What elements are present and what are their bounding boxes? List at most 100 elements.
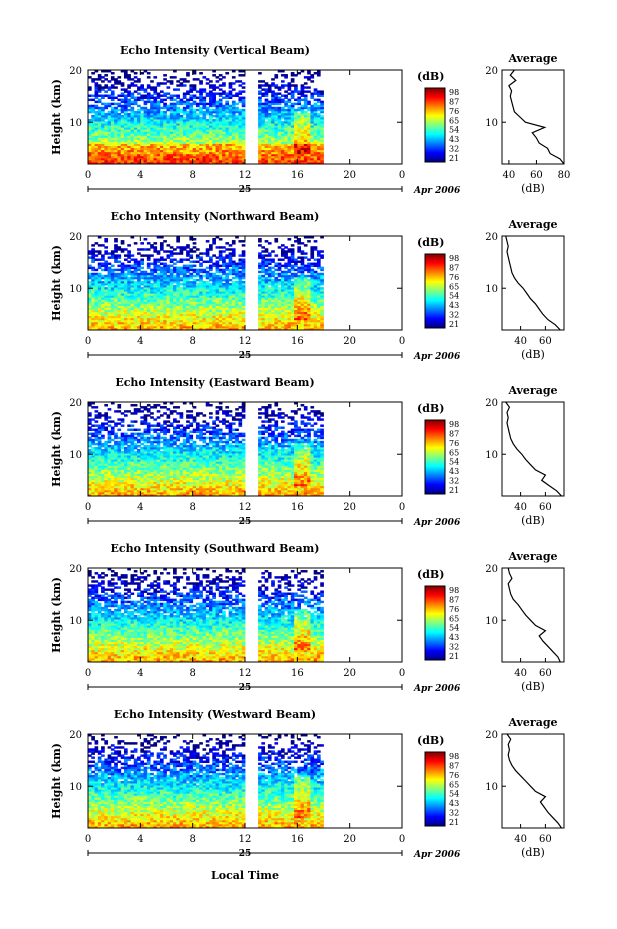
heatmap-cell [153, 127, 158, 130]
heatmap-cell [153, 268, 158, 272]
heatmap-cell [127, 161, 131, 165]
heatmap-cell [166, 307, 171, 310]
heatmap-cell [303, 327, 308, 331]
heatmap-cell [218, 125, 223, 128]
heatmap-cell [88, 110, 92, 114]
heatmap-cell [114, 238, 118, 241]
heatmap-cell [137, 311, 141, 315]
heatmap-cell [140, 108, 144, 112]
heatmap-cell [163, 297, 167, 300]
heatmap-cell [303, 311, 308, 315]
heatmap-cell [186, 246, 190, 249]
heatmap-cell [123, 311, 128, 315]
heatmap-cell [267, 311, 272, 315]
heatmap-cell [222, 309, 226, 313]
heatmap-cell [137, 127, 141, 130]
heatmap-cell [130, 141, 135, 144]
heatmap-cell [156, 108, 161, 112]
heatmap-cell [274, 114, 279, 118]
heatmap-cell [179, 327, 184, 331]
heatmap-cell [264, 248, 269, 251]
heatmap-cell [110, 161, 115, 165]
heatmap-cell [274, 317, 279, 321]
heatmap-cell [101, 291, 105, 294]
heatmap-cell [307, 125, 311, 128]
heatmap-cell [218, 149, 223, 153]
heatmap-cell [101, 297, 105, 300]
heatmap-cell [205, 159, 210, 163]
heatmap-cell [222, 137, 226, 140]
heatmap-cell [127, 321, 131, 325]
heatmap-cell [150, 325, 154, 329]
heatmap-cell [284, 96, 288, 100]
heatmap-cell [169, 323, 174, 327]
heatmap-cell [303, 133, 308, 136]
heatmap-cell [284, 266, 288, 270]
heatmap-cell [267, 86, 272, 89]
heatmap-cell [297, 287, 301, 290]
heatmap-cell [195, 112, 200, 116]
heatmap-cell [179, 121, 184, 124]
heatmap-cell [238, 262, 243, 266]
heatmap-cell [91, 285, 95, 288]
heatmap-cell [218, 92, 223, 95]
heatmap-cell [271, 319, 275, 323]
heatmap-cell [307, 153, 311, 157]
heatmap-cell [127, 121, 131, 124]
heatmap-cell [274, 84, 279, 87]
heatmap-cell [127, 133, 131, 136]
heatmap-cell [231, 137, 236, 140]
heatmap-cell [238, 305, 243, 308]
heatmap-cell [228, 119, 233, 122]
heatmap-cell [271, 309, 275, 313]
heatmap-cell [238, 240, 243, 243]
heatmap-cell [284, 149, 288, 153]
heatmap-cell [127, 325, 131, 329]
heatmap-cell [303, 280, 308, 284]
heatmap-cell [235, 131, 239, 134]
heatmap-cell [313, 72, 318, 75]
heatmap-cell [267, 276, 272, 280]
heatmap-cell [163, 157, 167, 161]
heatmap-cell [238, 285, 243, 288]
heatmap-cell [209, 258, 213, 261]
heatmap-cell [222, 258, 226, 261]
heatmap-cell [173, 276, 177, 280]
heatmap-cell [316, 295, 321, 298]
heatmap-cell [202, 303, 207, 306]
heatmap-cell [297, 274, 301, 278]
heatmap-cell [300, 117, 305, 120]
heatmap-cell [179, 153, 184, 157]
heatmap-cell [137, 272, 141, 276]
heatmap-cell [261, 325, 266, 329]
heatmap-cell [137, 303, 141, 306]
heatmap-cell [146, 327, 151, 331]
heatmap-cell [205, 125, 210, 128]
heatmap-cell [163, 153, 167, 157]
heatmap-cell [267, 145, 272, 149]
heatmap-cell [156, 327, 161, 331]
heatmap-cell [176, 94, 180, 97]
heatmap-cell [169, 129, 174, 132]
heatmap-cell [212, 119, 216, 122]
heatmap-cell [287, 276, 292, 280]
heatmap-cell [130, 117, 135, 120]
heatmap-cell [169, 291, 174, 294]
heatmap-cell [284, 309, 288, 313]
heatmap-cell [202, 270, 207, 274]
heatmap-cell [91, 315, 95, 319]
heatmap-cell [150, 307, 154, 310]
heatmap-cell [300, 70, 305, 73]
heatmap-cell [258, 283, 262, 286]
heatmap-cell [143, 110, 148, 114]
heatmap-cell [316, 106, 321, 110]
heatmap-cell [300, 262, 305, 266]
heatmap-cell [274, 161, 279, 165]
heatmap-cell [258, 264, 262, 268]
heatmap-cell [189, 151, 194, 155]
heatmap-cell [130, 155, 135, 159]
heatmap-cell [107, 159, 112, 163]
heatmap-cell [258, 297, 262, 300]
heatmap-cell [205, 250, 210, 253]
heatmap-cell [186, 141, 190, 144]
